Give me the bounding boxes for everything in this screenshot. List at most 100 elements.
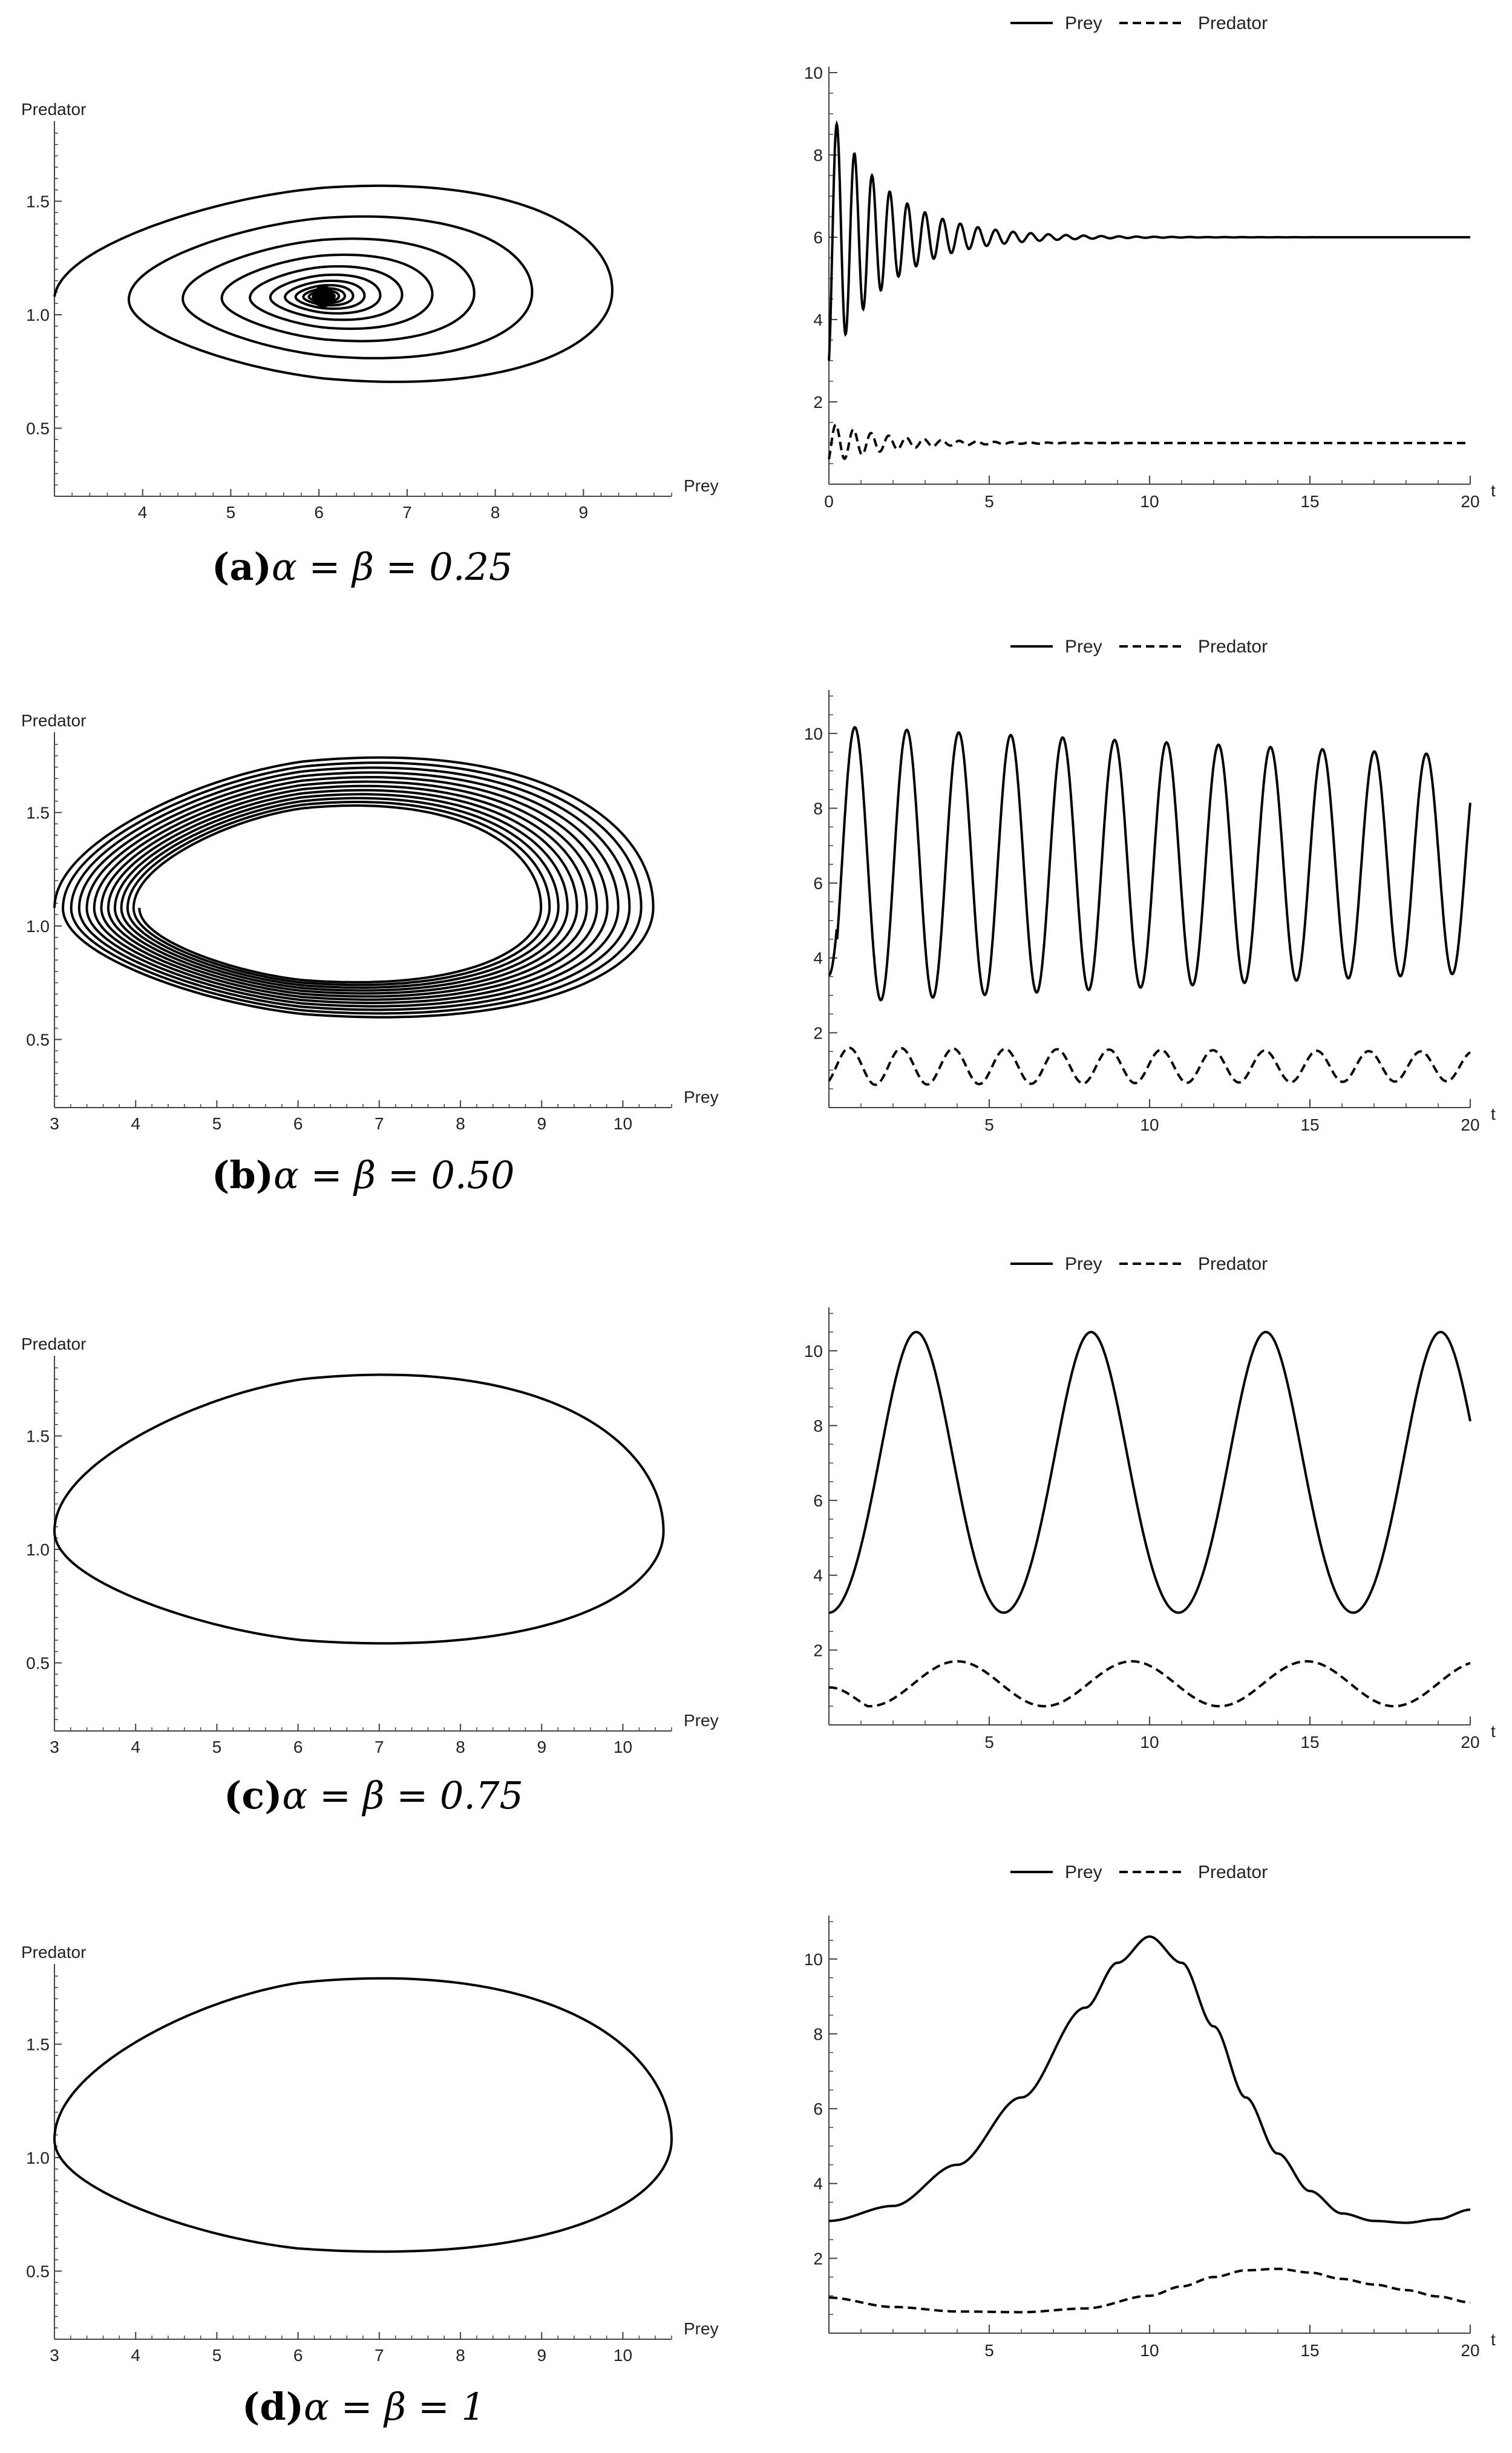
time-series-d: Prey Predator 5 10 15 20 2 4 6 8 10 t (781, 1849, 1496, 2382)
phase-plot-a-svg: 4 5 6 7 8 9 0.5 1.0 1.5 Predator Prey (21, 100, 719, 522)
y-tick-label: 1.0 (26, 306, 50, 324)
x-tick-label: 5 (984, 2341, 994, 2360)
y-tick-label: 1.5 (26, 2035, 50, 2054)
y-tick-label: 1.0 (26, 1540, 50, 1559)
y-tick-label: 4 (813, 1566, 823, 1585)
y-tick-label: 2 (813, 1023, 823, 1042)
y-tick-label: 10 (804, 64, 823, 82)
legend: Prey Predator (1010, 637, 1268, 657)
x-tick-label: 5 (226, 503, 236, 522)
x-tick-label: 6 (293, 2346, 303, 2365)
x-tick-label: 5 (984, 492, 994, 511)
y-tick-label: 0.5 (26, 419, 50, 438)
y-tick-label: 10 (804, 1342, 823, 1361)
x-tick-label: 8 (491, 503, 500, 522)
predator-series-line (829, 2267, 1470, 2314)
x-tick-label: 7 (375, 2346, 384, 2365)
y-tick-label: 4 (813, 310, 823, 329)
phase-trajectory (53, 1977, 673, 2253)
predator-series-line (828, 1046, 1471, 1086)
phase-plot-d-svg: 3 4 5 6 7 8 9 10 0.5 1.0 1.5 Predator Prey (21, 1943, 719, 2365)
y-tick-label: 6 (813, 228, 823, 247)
x-tick-label: 10 (1140, 1115, 1159, 1134)
x-axis-label: Prey (684, 1088, 719, 1106)
x-tick-label: 0 (824, 492, 834, 511)
x-tick-label: 20 (1461, 2341, 1479, 2360)
legend-predator-label: Predator (1198, 1862, 1268, 1882)
y-tick-label: 10 (804, 724, 823, 743)
x-tick-label: 4 (131, 1114, 140, 1133)
x-tick-label: 6 (293, 1738, 303, 1756)
x-tick-label: 10 (614, 1114, 632, 1133)
y-tick-label: 8 (813, 146, 823, 165)
x-tick-label: 10 (614, 1738, 632, 1756)
x-axis-label: Prey (684, 476, 719, 495)
prey-series-line (829, 1330, 1471, 1614)
legend: Prey Predator (1010, 13, 1268, 33)
y-tick-label: 0.5 (26, 2262, 50, 2281)
x-tick-label: 20 (1461, 1115, 1479, 1134)
x-axis-label: t (1491, 1105, 1496, 1123)
x-tick-label: 15 (1300, 1733, 1319, 1752)
y-tick-label: 4 (813, 949, 823, 968)
predator-series-line (828, 423, 1470, 461)
y-tick-label: 8 (813, 799, 823, 818)
x-tick-label: 15 (1300, 492, 1319, 511)
legend-prey-label: Prey (1065, 1862, 1102, 1882)
legend-prey-label: Prey (1065, 13, 1102, 33)
x-tick-label: 9 (537, 2346, 546, 2365)
x-tick-label: 10 (1140, 1733, 1159, 1752)
x-tick-label: 7 (402, 503, 412, 522)
y-tick-label: 4 (813, 2175, 823, 2193)
x-axis-label: Prey (684, 1711, 719, 1730)
y-tick-label: 1.0 (26, 917, 50, 936)
legend: Prey Predator (1010, 1254, 1268, 1274)
prey-series-line (828, 120, 1470, 361)
x-tick-label: 9 (578, 503, 588, 522)
time-series-a: Prey Predator 0 5 10 15 20 2 4 6 8 10 t (781, 0, 1496, 533)
time-series-b-svg: Prey Predator 5 10 15 20 2 4 6 8 10 t (804, 637, 1496, 1134)
phase-plot-b: 3 4 5 6 7 8 9 10 0.5 1.0 1.5 Predator Prey (21, 708, 719, 1133)
y-tick-label: 0.5 (26, 1031, 50, 1049)
y-tick-label: 8 (813, 2024, 823, 2043)
y-tick-label: 0.5 (26, 1654, 50, 1673)
x-tick-label: 4 (131, 1738, 140, 1756)
phase-trajectory (53, 184, 614, 383)
y-tick-label: 6 (813, 874, 823, 893)
x-tick-label: 5 (984, 1733, 994, 1752)
x-axis-label: Prey (684, 2319, 719, 2338)
y-tick-label: 1.5 (26, 804, 50, 823)
y-tick-label: 1.5 (26, 192, 50, 211)
y-axis-label: Predator (21, 711, 86, 730)
x-tick-label: 5 (212, 1114, 222, 1133)
x-axis-label: t (1491, 481, 1496, 500)
x-tick-label: 5 (212, 1738, 222, 1756)
prey-series-line (828, 726, 1471, 1002)
phase-trajectory (53, 1373, 665, 1645)
time-series-b: Prey Predator 5 10 15 20 2 4 6 8 10 t (781, 623, 1496, 1156)
x-tick-label: 9 (537, 1738, 546, 1756)
legend-predator-label: Predator (1198, 13, 1268, 33)
phase-plot-c-svg: 3 4 5 6 7 8 9 10 0.5 1.0 1.5 Predator Prey (21, 1335, 719, 1756)
time-series-d-svg: Prey Predator 5 10 15 20 2 4 6 8 10 t (804, 1862, 1496, 2360)
x-axis-label: t (1491, 1722, 1496, 1741)
y-tick-label: 6 (813, 1491, 823, 1510)
legend-prey-label: Prey (1065, 637, 1102, 657)
prey-series-line (829, 1935, 1470, 2224)
x-tick-label: 20 (1461, 1733, 1479, 1752)
x-tick-label: 9 (537, 1114, 546, 1133)
caption-c: (c)α = β = 0.75 (224, 1773, 523, 1818)
x-tick-label: 5 (212, 2346, 222, 2365)
x-tick-label: 5 (984, 1115, 994, 1134)
caption-d: (d)α = β = 1 (242, 2385, 485, 2429)
legend-predator-label: Predator (1198, 1254, 1268, 1274)
y-tick-label: 1.0 (26, 2149, 50, 2167)
y-tick-label: 2 (813, 2249, 823, 2268)
equilibrium-point (312, 286, 335, 307)
x-tick-label: 4 (138, 503, 148, 522)
y-tick-label: 6 (813, 2100, 823, 2118)
caption-a-tag: (a) (212, 545, 272, 589)
caption-b-tag: (b) (212, 1153, 274, 1197)
y-axis-label: Predator (21, 100, 86, 119)
legend-predator-label: Predator (1198, 637, 1268, 657)
